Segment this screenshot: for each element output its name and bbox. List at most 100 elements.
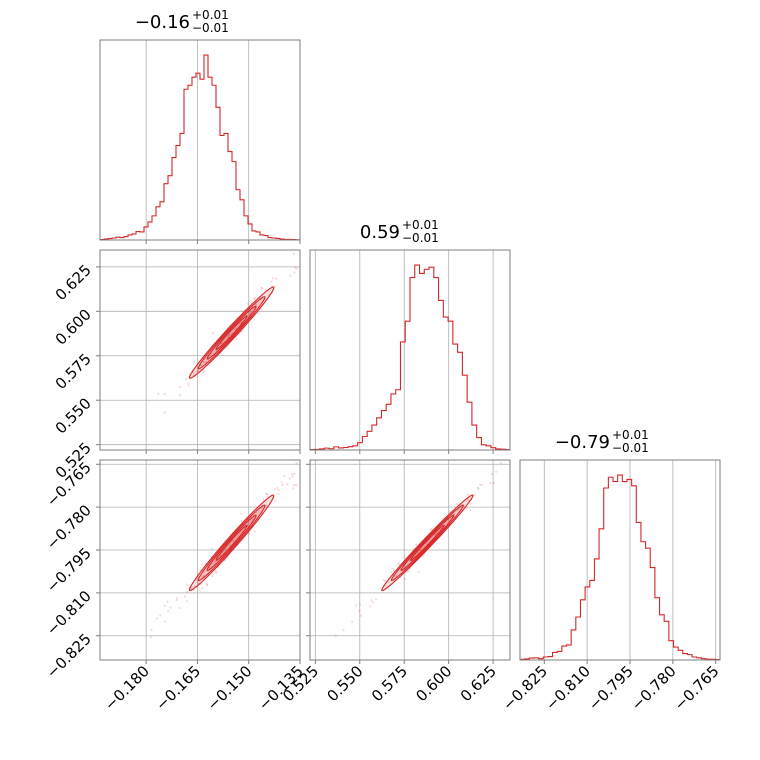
scatter-point [295,462,298,465]
scatter-point [429,528,432,531]
x-tick-label: −0.150 [204,662,256,714]
scatter-point [407,569,410,572]
y-tick-label: 0.575 [52,350,95,393]
scatter-point [403,578,406,581]
scatter-point [201,371,204,374]
scatter-point [211,332,215,335]
scatter-point [186,583,189,586]
scatter-point [293,271,296,274]
scatter-point [192,371,195,374]
scatter-point [201,587,204,590]
scatter-point [205,360,208,364]
density-contours [188,286,474,592]
title-value: −0.16 [135,12,190,33]
scatter-point [195,370,198,373]
scatter-point [163,604,166,607]
scatter-point [235,338,238,341]
scatter-point [265,492,268,496]
title-upper-error: +0.01 [192,8,229,22]
scatter-point [479,483,482,487]
scatter-point [288,477,292,480]
scatter-point [360,614,363,617]
scatter-point [294,484,298,487]
scatter-point [469,502,472,505]
panel-title-p3: −0.79 +0.01−0.01 [555,428,649,455]
x-tick-label: −0.810 [542,662,594,714]
scatter-point [255,511,258,514]
scatter-point [220,342,223,345]
contour-line [400,514,455,572]
scatter-point [456,509,459,512]
scatter-point [277,492,280,495]
scatter-point [150,628,153,631]
grid-lines [100,40,717,660]
scatter-point [202,575,205,578]
panel-title-p2: 0.59 +0.01−0.01 [360,218,439,245]
scatter-point [466,493,469,496]
contour-line [215,315,248,351]
scatter-point [253,297,256,300]
scatter-point [262,498,265,501]
scatter-point [455,502,458,505]
scatter-point [266,495,269,498]
axes-frames [96,39,721,664]
scatter-point [210,574,214,578]
scatter-point [203,370,206,373]
scatter-point [178,385,182,389]
scatter-point [397,563,401,566]
title-value: −0.79 [555,432,610,453]
scatter-point [371,601,375,604]
scatter-point [257,312,260,315]
histogram-p1 [100,54,300,241]
x-tick-label: −0.795 [585,662,637,714]
scatter-point [193,360,196,364]
scatter-point [228,333,231,336]
contour-line [188,494,275,592]
scatter-point [476,486,479,489]
scatter-point [382,579,385,582]
scatter-point [370,599,373,602]
scatter-point [397,561,400,564]
scatter-point [391,567,395,570]
scatter-point [490,472,494,476]
title-lower-error: −0.01 [192,21,229,35]
panel-frame [99,459,301,661]
panel-titles: −0.16 +0.01−0.010.59 +0.01−0.01−0.79 +0.01−… [135,8,649,455]
scatter-point [228,544,232,547]
scatter-point [260,286,263,290]
x-tick-label: −0.180 [101,662,153,714]
panel-frame [99,249,301,451]
scatter-point [415,543,418,546]
scatter-point [358,609,361,612]
histogram-p2 [310,264,510,451]
scatter-point [253,297,256,300]
x-tick-label: 0.550 [324,662,367,705]
scatter-point [417,570,420,574]
scatter-point [203,360,206,363]
scatter-point [234,327,237,330]
scatter-point [292,484,296,487]
scatter-point [240,310,243,313]
scatter-point [403,556,406,559]
scatter-point [197,582,200,585]
scatter-point [273,285,277,288]
scatter-point [253,530,257,533]
scatter-point [468,508,472,512]
contour-line [188,286,275,379]
panel-title-p1: −0.16 +0.01−0.01 [135,8,229,35]
panel-frame [309,459,511,661]
scatter-point [226,335,229,339]
scatter-point [465,506,468,510]
x-tick-label: 0.625 [457,662,500,705]
scatter-point [247,532,251,535]
panel-frame [99,39,301,241]
scatter-point [292,487,295,490]
scatter-point [211,548,214,551]
scatter-point [294,266,297,269]
scatter-point [186,600,189,603]
x-tick-label: 0.575 [368,662,411,705]
scatter-point [249,311,252,314]
scatter-point [260,308,263,311]
